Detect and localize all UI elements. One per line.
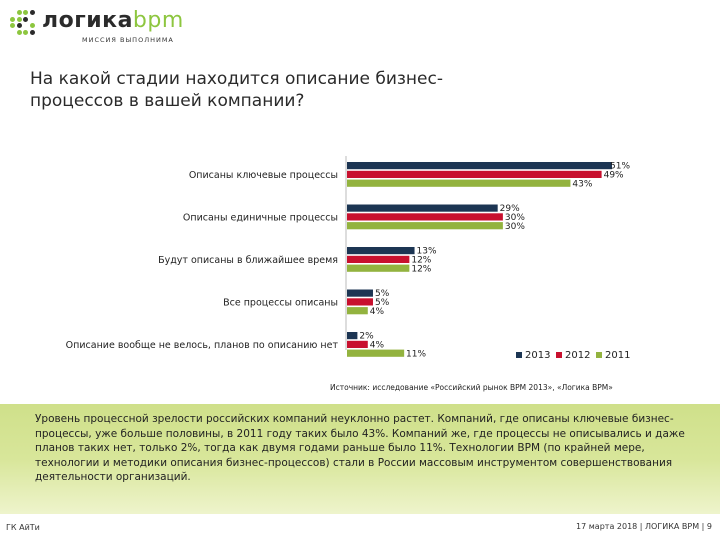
data-label: 4% <box>370 341 385 351</box>
legend-swatch-2012 <box>556 352 562 358</box>
legend-label: 2011 <box>605 350 630 361</box>
bar-2011 <box>347 349 405 357</box>
category-label: Все процессы описаны <box>223 297 338 308</box>
data-label: 11% <box>406 349 426 359</box>
logo-dot <box>16 23 22 28</box>
logo-dot <box>23 29 28 35</box>
legend-label: 2012 <box>565 350 590 361</box>
logo: логикаbpm МИССИЯ ВЫПОЛНИМА <box>10 8 183 48</box>
bar-2012 <box>347 340 368 348</box>
data-label: 30% <box>505 213 525 223</box>
logo-dot <box>29 10 35 15</box>
bar-2011 <box>347 222 503 230</box>
data-label: 12% <box>411 264 431 274</box>
logo-tagline: МИССИЯ ВЫПОЛНИМА <box>82 36 174 44</box>
data-label: 51% <box>610 162 630 172</box>
category-label: Описаны единичные процессы <box>183 212 338 223</box>
data-label: 30% <box>505 222 525 232</box>
data-label: 49% <box>604 171 624 181</box>
bar-2012 <box>347 213 503 221</box>
logo-dot <box>23 16 28 22</box>
bar-2012 <box>347 255 410 263</box>
data-label: 5% <box>375 298 390 308</box>
bar-2012 <box>347 298 373 306</box>
summary-text: Уровень процессной зрелости российских к… <box>35 413 685 483</box>
summary-band: Уровень процессной зрелости российских к… <box>0 404 720 514</box>
bar-2012 <box>347 170 602 178</box>
bar-2013 <box>347 247 415 255</box>
bar-2011 <box>347 264 410 272</box>
logo-brand-main: логика <box>42 8 133 33</box>
data-label: 5% <box>375 289 390 299</box>
logo-dot <box>10 16 15 22</box>
bar-2013 <box>347 289 373 297</box>
page-title: На какой стадии находится описание бизне… <box>30 69 443 111</box>
legend-label: 2013 <box>525 350 550 361</box>
data-label: 29% <box>500 204 520 214</box>
category-label: Будут описаны в ближайшее время <box>158 255 338 266</box>
logo-dot <box>29 29 35 35</box>
source-note: Источник: исследование «Российский рынок… <box>330 383 613 392</box>
data-label: 4% <box>370 307 385 317</box>
bar-2011 <box>347 307 368 315</box>
logo-dot <box>16 16 22 22</box>
logo-dot <box>10 23 15 28</box>
bar-2013 <box>347 204 498 212</box>
logo-dot <box>23 10 28 15</box>
category-label: Описание вообще не велось, планов по опи… <box>66 340 339 351</box>
category-label: Описаны ключевые процессы <box>189 170 338 181</box>
bar-chart: Описаны ключевые процессы 51%49% 43% Описан… <box>66 156 630 361</box>
legend-swatch-2011 <box>596 352 602 358</box>
data-label: 2% <box>359 332 374 342</box>
logo-dot <box>16 29 22 35</box>
logo-dot <box>29 23 35 28</box>
legend-swatch-2013 <box>516 352 522 358</box>
bar-2013 <box>347 332 358 340</box>
data-label: 12% <box>411 256 431 266</box>
bar-2011 <box>347 179 571 187</box>
logo-dots-icon <box>10 10 36 36</box>
data-label: 43% <box>572 179 592 189</box>
logo-dot <box>16 10 22 15</box>
data-label: 13% <box>417 247 437 257</box>
bar-2013 <box>347 162 612 170</box>
footer-company: ГК АйТи <box>6 523 40 532</box>
logo-brand: логикаbpm <box>42 8 184 33</box>
footer-date-page: 17 марта 2018 | ЛОГИКА BPM | 9 <box>576 522 712 531</box>
logo-brand-accent: bpm <box>132 8 184 33</box>
